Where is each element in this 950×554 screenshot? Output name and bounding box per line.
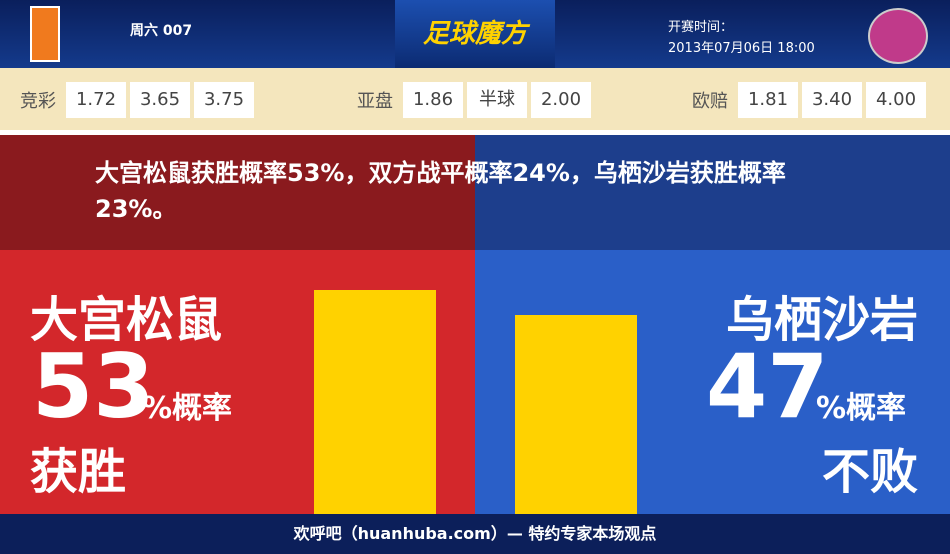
footer: 欢呼吧（huanhuba.com）— 特约专家本场观点 <box>0 514 950 554</box>
odds-label: 亚盘 <box>357 91 393 112</box>
home-bar <box>314 289 436 514</box>
summary-bg-right <box>475 135 950 250</box>
odds-value: 3.40 <box>802 82 862 118</box>
home-team: 大宫松鼠 <box>30 292 223 348</box>
summary: 大宫松鼠获胜概率53%，双方战平概率24%，乌栖沙岩获胜概率23%。 <box>95 159 786 223</box>
match-time: 2013年07月06日 18:00 <box>668 41 815 56</box>
odds-group: 欧赔 1.81 3.40 4.00 <box>692 82 926 118</box>
odds-value: 1.72 <box>66 82 126 118</box>
away-team: 乌栖沙岩 <box>725 292 918 348</box>
away-unit: %概率 <box>816 391 907 426</box>
odds-value: 3.65 <box>130 82 190 118</box>
odds-value: 1.81 <box>738 82 798 118</box>
summary-bg-left <box>0 135 475 250</box>
match-info: 周六 007 <box>130 23 193 39</box>
time-label: 开赛时间： <box>668 20 734 35</box>
odds-label: 竞彩 <box>20 91 56 112</box>
home-unit: %概率 <box>142 391 233 426</box>
odds-value: 半球 <box>467 82 527 118</box>
odds-value: 1.86 <box>403 82 463 118</box>
away-percent: 47 <box>706 335 829 438</box>
home-logo <box>30 6 60 62</box>
away-bar <box>515 315 637 514</box>
odds-value: 4.00 <box>866 82 926 118</box>
odds-group: 竞彩 1.72 3.65 3.75 <box>20 82 254 118</box>
odds-label: 欧赔 <box>692 91 728 112</box>
home-outcome: 获胜 <box>30 444 127 500</box>
odds-value: 3.75 <box>194 82 254 118</box>
odds-group: 亚盘 1.86 半球 2.00 <box>357 82 591 118</box>
odds-value: 2.00 <box>531 82 591 118</box>
away-logo <box>868 8 928 64</box>
away-outcome: 不败 <box>821 444 918 500</box>
brand: 足球魔方 <box>395 0 555 68</box>
home-percent: 53 <box>32 335 155 438</box>
header: 周六 007 足球魔方 开赛时间： 2013年07月06日 18:00 <box>0 0 950 68</box>
odds-bar: 竞彩 1.72 3.65 3.75 亚盘 1.86 半球 2.00 欧赔 1.81 3.40 4.00 <box>0 68 950 130</box>
